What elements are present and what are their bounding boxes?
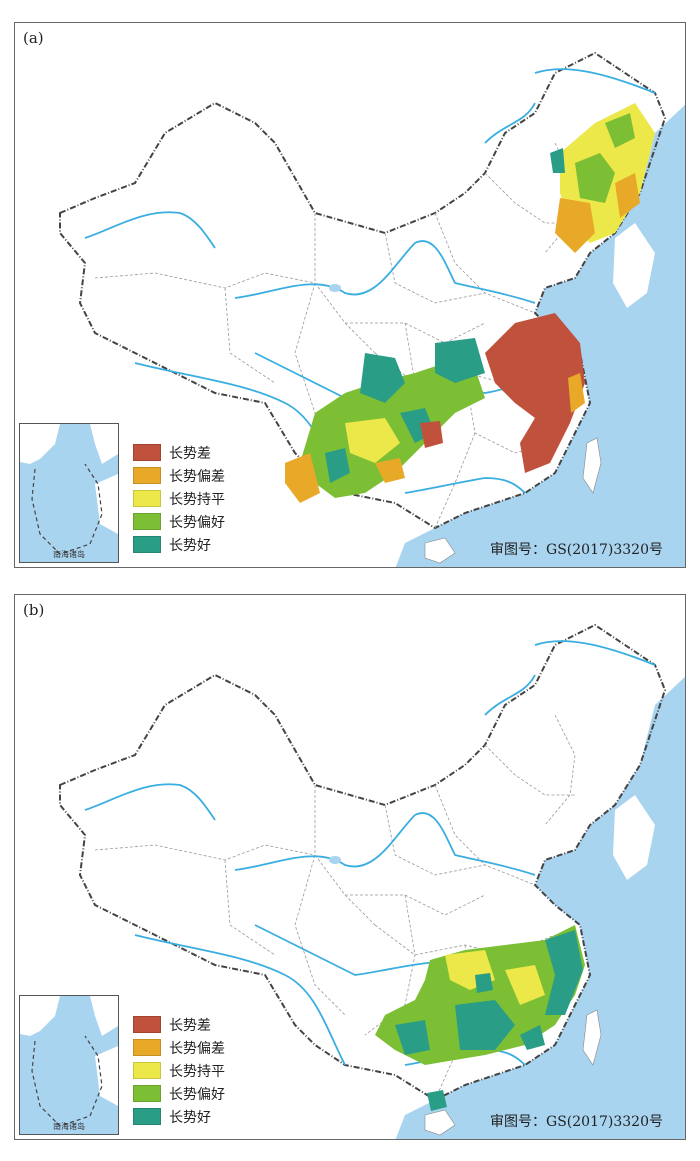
map-a-canvas	[59, 52, 685, 567]
legend-swatch	[133, 513, 161, 530]
legend-swatch	[133, 1108, 161, 1125]
legend-label: 长势差	[169, 445, 211, 462]
legend-label: 长势偏差	[169, 1040, 225, 1057]
legend-swatch	[133, 444, 161, 461]
legend-item-good: 长势好	[133, 1105, 225, 1128]
legend-swatch	[133, 536, 161, 553]
legend-label: 长势好	[169, 537, 211, 554]
map-panel-b: (b) 南海诸岛 长势差 长势偏差 长势持平 长势偏好	[14, 594, 686, 1140]
legend: 长势差 长势偏差 长势持平 长势偏好 长势好	[133, 441, 225, 556]
map-panel-a: (a) 南海诸岛 长势差 长势偏差 长势持平 长势偏好	[14, 22, 686, 568]
legend-swatch	[133, 1039, 161, 1056]
south-china-sea-inset: 南海诸岛	[19, 995, 119, 1135]
panel-label: (a)	[23, 29, 44, 47]
south-china-sea-inset: 南海诸岛	[19, 423, 119, 563]
inset-caption: 南海诸岛	[53, 550, 85, 559]
legend-item-slightly-poor: 长势偏差	[133, 464, 225, 487]
legend-swatch	[133, 490, 161, 507]
inset-map	[20, 996, 118, 1134]
legend-swatch	[133, 1062, 161, 1079]
legend-item-poor: 长势差	[133, 441, 225, 464]
legend-label: 长势持平	[169, 1063, 225, 1080]
legend: 长势差 长势偏差 长势持平 长势偏好 长势好	[133, 1013, 225, 1128]
legend-label: 长势偏好	[169, 514, 225, 531]
legend-item-average: 长势持平	[133, 1059, 225, 1082]
legend-item-good: 长势好	[133, 533, 225, 556]
legend-item-slightly-poor: 长势偏差	[133, 1036, 225, 1059]
legend-swatch	[133, 1016, 161, 1033]
legend-label: 长势偏好	[169, 1086, 225, 1103]
inset-caption: 南海诸岛	[53, 1122, 85, 1131]
panel-label: (b)	[23, 601, 45, 619]
legend-label: 长势偏差	[169, 468, 225, 485]
legend-label: 长势持平	[169, 491, 225, 508]
crop-region-northeast	[550, 103, 655, 253]
legend-label: 长势差	[169, 1017, 211, 1034]
map-approval-number: 审图号：GS(2017)3320号	[490, 542, 663, 558]
crop-region-east	[485, 313, 585, 473]
legend-item-slightly-good: 长势偏好	[133, 1082, 225, 1105]
map-b-canvas	[59, 624, 685, 1139]
crop-region-southwest	[285, 338, 485, 503]
crop-region-south	[375, 925, 585, 1111]
legend-item-poor: 长势差	[133, 1013, 225, 1036]
legend-item-average: 长势持平	[133, 487, 225, 510]
legend-item-slightly-good: 长势偏好	[133, 510, 225, 533]
map-approval-number: 审图号：GS(2017)3320号	[490, 1114, 663, 1130]
legend-label: 长势好	[169, 1109, 211, 1126]
legend-swatch	[133, 1085, 161, 1102]
legend-swatch	[133, 467, 161, 484]
inset-map	[20, 424, 118, 562]
